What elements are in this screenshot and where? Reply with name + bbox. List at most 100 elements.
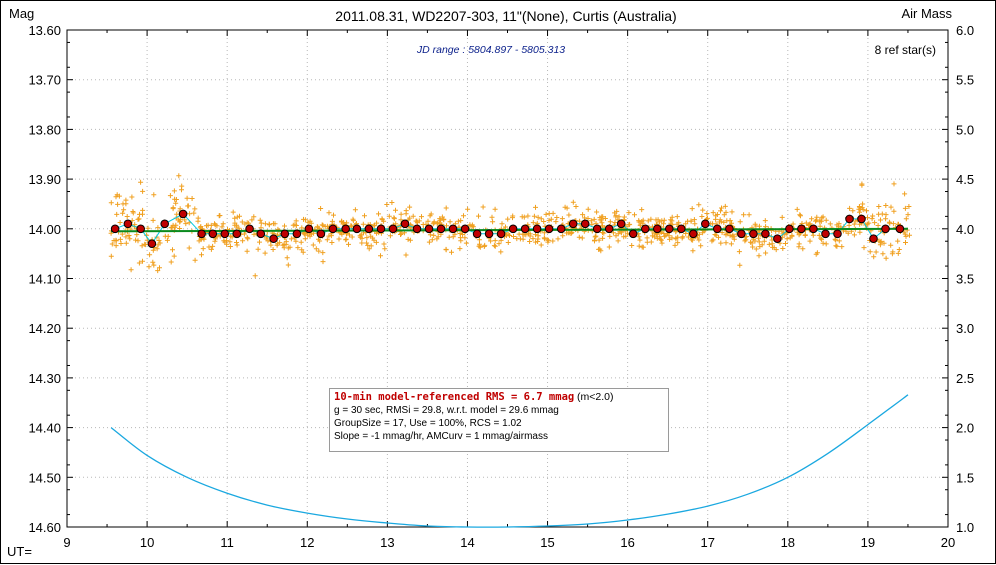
raw-point (639, 207, 645, 213)
raw-point (710, 210, 716, 216)
raw-point (187, 211, 193, 217)
raw-point (147, 252, 153, 258)
x-tick-label: 12 (300, 535, 314, 550)
raw-point (891, 181, 897, 187)
raw-point (403, 252, 409, 258)
stats-line-2: GroupSize = 17, Use = 100%, RCS = 1.02 (334, 418, 522, 429)
raw-point (752, 238, 758, 244)
raw-point (477, 241, 482, 247)
raw-point (891, 208, 897, 214)
raw-point (427, 213, 433, 219)
raw-point (389, 200, 395, 205)
binned-point (713, 224, 722, 234)
raw-point (834, 243, 840, 249)
raw-point (489, 214, 495, 220)
raw-point (742, 238, 748, 244)
raw-point (488, 238, 494, 244)
raw-points-series (108, 173, 912, 279)
raw-point (322, 224, 328, 229)
raw-point (349, 234, 355, 240)
raw-point (753, 223, 759, 229)
raw-point (387, 233, 393, 239)
raw-point (316, 248, 322, 254)
raw-point (546, 211, 552, 217)
raw-point (685, 234, 691, 240)
raw-point (866, 220, 872, 226)
raw-point (888, 204, 894, 210)
raw-point (759, 242, 765, 248)
raw-point (277, 240, 283, 246)
raw-point (179, 183, 185, 189)
raw-point (514, 236, 520, 242)
raw-point (146, 264, 152, 270)
raw-point (326, 233, 332, 239)
raw-point (545, 239, 551, 245)
raw-point (134, 232, 140, 238)
raw-point (352, 207, 358, 213)
raw-point (593, 233, 599, 239)
y-tick-label-left: 14.20 (28, 321, 61, 336)
binned-point (232, 229, 242, 239)
raw-point (580, 212, 586, 218)
raw-point (307, 218, 313, 224)
binned-point (616, 219, 626, 229)
raw-point (305, 232, 311, 238)
raw-point (343, 237, 349, 243)
binned-point (556, 224, 566, 234)
raw-point (140, 207, 146, 213)
raw-point (596, 246, 602, 252)
raw-point (727, 233, 733, 239)
raw-point (348, 223, 354, 229)
raw-point (170, 247, 175, 253)
raw-point (851, 232, 857, 238)
binned-point (845, 214, 854, 224)
raw-point (117, 236, 123, 242)
raw-point (883, 212, 889, 218)
y-tick-label-right: 1.5 (956, 470, 974, 485)
raw-point (761, 238, 767, 244)
raw-point (535, 214, 541, 220)
binned-point (508, 224, 518, 234)
raw-point (457, 246, 463, 252)
raw-point (382, 246, 388, 252)
raw-point (157, 265, 162, 271)
chart-title: 2011.08.31, WD2207-303, 11"(None), Curti… (335, 8, 676, 24)
binned-point (280, 229, 290, 239)
raw-point (652, 234, 658, 240)
binned-point (701, 219, 710, 229)
raw-point (170, 205, 176, 211)
binned-point (737, 229, 746, 239)
raw-point (507, 233, 512, 238)
raw-point (155, 225, 161, 231)
raw-point (121, 207, 127, 213)
raw-point (896, 247, 902, 252)
binned-point (256, 229, 266, 239)
raw-point (562, 204, 568, 210)
raw-point (127, 236, 133, 242)
raw-point (554, 215, 560, 220)
raw-point (155, 242, 161, 248)
raw-point (168, 225, 174, 231)
raw-point (541, 230, 547, 236)
raw-point (258, 220, 264, 226)
raw-point (591, 216, 597, 222)
raw-point (232, 215, 238, 221)
binned-point (136, 224, 145, 234)
raw-point (600, 214, 606, 220)
raw-point (171, 253, 177, 259)
raw-point (746, 212, 752, 218)
raw-point (530, 220, 536, 226)
binned-point (341, 224, 351, 234)
raw-point (123, 197, 129, 203)
binned-point (220, 229, 230, 239)
raw-point (555, 236, 561, 242)
raw-point (407, 215, 413, 221)
raw-point (439, 214, 445, 220)
raw-point (588, 218, 594, 224)
raw-point (592, 234, 598, 240)
raw-point (258, 225, 264, 231)
x-axis-label: UT= (7, 544, 32, 559)
raw-point (429, 237, 435, 243)
raw-point (505, 240, 511, 245)
raw-point (762, 218, 768, 224)
